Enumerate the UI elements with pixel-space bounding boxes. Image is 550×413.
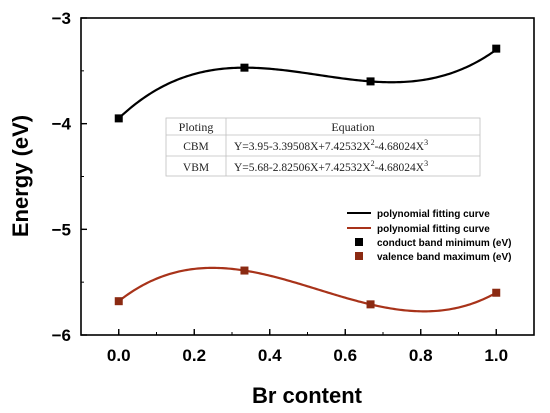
table-row-cbm-equation: Y=3.95-3.39508X+7.42532X2-4.68024X3	[234, 138, 428, 153]
table-row-vbm-label: VBM	[183, 162, 209, 174]
legend-label-fit-black: polynomial fitting curve	[377, 209, 490, 220]
legend-label-cbm: conduct band minimum (eV)	[377, 238, 511, 249]
x-tick-label: 0.0	[107, 346, 131, 365]
y-tick-label: −6	[52, 326, 71, 345]
table-header-ploting: Ploting	[179, 120, 214, 134]
x-axis-title: Br content	[252, 383, 363, 408]
data-point-0-0	[114, 114, 123, 123]
x-tick-label: 0.4	[258, 346, 282, 365]
fit-curves	[117, 48, 497, 313]
x-tick-label: 0.8	[409, 346, 433, 365]
data-point-1-2	[366, 300, 375, 309]
data-point-0-2	[366, 77, 375, 86]
y-tick-label: −3	[52, 9, 71, 28]
data-point-1-0	[114, 297, 123, 306]
y-tick-label: −4	[52, 115, 72, 134]
legend: polynomial fitting curve polynomial fitt…	[347, 209, 512, 263]
x-tick-label: 1.0	[484, 346, 508, 365]
x-tick-label: 0.2	[182, 346, 206, 365]
table-header-equation: Equation	[331, 120, 374, 134]
data-markers	[114, 44, 501, 309]
x-tick-label: 0.6	[333, 346, 357, 365]
legend-label-vbm: valence band maximum (eV)	[377, 252, 512, 263]
data-point-1-1	[240, 266, 249, 275]
fit-curve-3	[118, 266, 497, 313]
data-point-0-3	[492, 44, 501, 53]
legend-swatch-vbm	[355, 252, 363, 260]
y-tick-label: −5	[52, 220, 71, 239]
legend-swatch-cbm	[355, 238, 363, 246]
data-point-1-3	[492, 288, 501, 297]
fit-curve-2	[117, 48, 497, 120]
table-row-vbm-equation: Y=5.68-2.82506X+7.42532X2-4.68024X3	[234, 159, 428, 174]
equation-table: Ploting Equation CBM Y=3.95-3.39508X+7.4…	[165, 117, 481, 177]
legend-label-fit-brown: polynomial fitting curve	[377, 224, 490, 235]
data-point-0-1	[240, 63, 249, 72]
table-row-cbm-label: CBM	[183, 141, 209, 153]
y-ticks: −3 −4 −5 −6	[52, 9, 87, 345]
y-axis-title: Energy (eV)	[8, 115, 33, 237]
x-ticks: 0.0 0.2 0.4 0.6 0.8 1.0	[80, 329, 535, 365]
